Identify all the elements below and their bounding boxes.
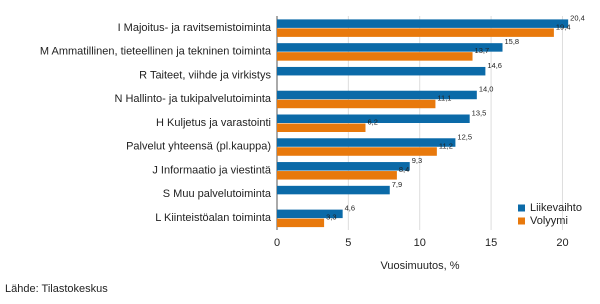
legend-swatch — [518, 204, 525, 212]
y-tick-label: Palvelut yhteensä (pl.kauppa) — [126, 141, 271, 153]
bar — [277, 99, 436, 109]
legend-swatch — [518, 217, 525, 225]
y-tick-label: L Kiinteistöalan toiminta — [155, 212, 272, 224]
x-tick-label: 20 — [556, 237, 568, 249]
y-tick-label: J Informaatio ja viestintä — [152, 164, 271, 176]
bar — [277, 52, 473, 61]
value-label: 8,4 — [399, 165, 409, 174]
value-label: 11,2 — [439, 141, 453, 150]
x-tick-label: 0 — [274, 237, 280, 249]
bar — [277, 114, 470, 123]
bar — [277, 171, 397, 180]
bar — [277, 147, 437, 156]
y-tick-label: I Majoitus- ja ravitsemistoiminta — [118, 22, 272, 34]
y-tick-label: S Muu palvelutoiminta — [163, 188, 272, 200]
value-label: 12,5 — [457, 132, 472, 141]
x-tick-label: 15 — [485, 237, 497, 249]
bar — [277, 218, 325, 228]
bar — [277, 19, 569, 28]
source: Lähde: Tilastokeskus — [5, 283, 108, 295]
y-tick-label: N Hallinto- ja tukipalvelutoiminta — [114, 93, 271, 105]
x-tick-label: 10 — [414, 237, 426, 249]
value-label: 14,6 — [487, 61, 502, 70]
value-label: 4,6 — [345, 204, 355, 213]
value-label: 14,0 — [479, 85, 494, 94]
value-label: 20,4 — [570, 13, 585, 22]
x-axis-label: Vuosimuutos, % — [380, 260, 459, 272]
bar — [277, 43, 503, 52]
value-label: 11,1 — [437, 94, 451, 103]
bar — [277, 28, 554, 37]
value-label: 9,3 — [412, 156, 422, 165]
bar — [277, 66, 486, 76]
value-label: 13,7 — [475, 46, 490, 55]
legend-label: Volyymi — [530, 215, 568, 227]
value-label: 7,9 — [392, 180, 402, 189]
y-tick-label: H Kuljetus ja varastointi — [156, 117, 271, 129]
value-label: 6,2 — [367, 117, 377, 126]
bar — [277, 162, 410, 171]
value-label: 19,4 — [556, 22, 571, 31]
bar — [277, 123, 366, 132]
value-label: 13,5 — [472, 108, 487, 117]
y-tick-label: M Ammatillinen, tieteellinen ja tekninen… — [40, 46, 272, 58]
value-label: 15,8 — [505, 37, 520, 46]
bar — [277, 209, 343, 219]
bar — [277, 138, 456, 147]
legend-label: Liikevaihto — [530, 202, 582, 214]
bar — [277, 185, 390, 195]
y-tick-label: R Taiteet, viihde ja virkistys — [139, 69, 271, 81]
value-label: 3,3 — [326, 213, 336, 222]
bar — [277, 90, 477, 100]
x-tick-label: 5 — [345, 237, 351, 249]
